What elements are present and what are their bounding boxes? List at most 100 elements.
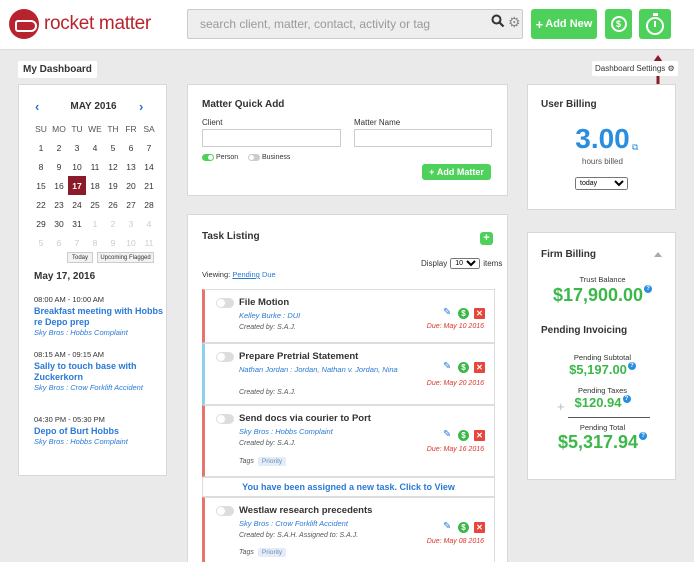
collapse-caret-icon[interactable] xyxy=(654,252,662,257)
calendar-day[interactable]: 6 xyxy=(56,237,62,248)
due-filter-link[interactable]: Due xyxy=(261,270,276,279)
calendar-day[interactable]: 1 xyxy=(38,142,44,153)
task-title[interactable]: Westlaw research precedents xyxy=(239,505,373,516)
calendar-day[interactable]: 9 xyxy=(110,237,116,248)
add-new-button[interactable]: + Add New xyxy=(531,9,597,39)
calendar-day[interactable]: 3 xyxy=(74,142,80,153)
task-item[interactable]: Westlaw research precedents Sky Bros : C… xyxy=(202,497,495,562)
close-icon[interactable]: ✕ xyxy=(474,430,485,441)
pencil-icon[interactable]: ✎ xyxy=(443,429,452,440)
close-icon[interactable]: ✕ xyxy=(474,522,485,533)
task-title[interactable]: Prepare Pretrial Statement xyxy=(239,351,359,362)
task-complete-toggle[interactable] xyxy=(216,506,234,516)
business-toggle[interactable]: Business xyxy=(248,154,290,161)
pending-filter-link[interactable]: Pending xyxy=(232,270,260,279)
calendar-day[interactable]: 13 xyxy=(126,161,136,172)
calendar-day[interactable]: 14 xyxy=(144,161,154,172)
task-complete-toggle[interactable] xyxy=(216,414,234,424)
close-icon[interactable]: ✕ xyxy=(474,362,485,373)
calendar-day[interactable]: 9 xyxy=(56,161,62,172)
event-matter[interactable]: Sky Bros : Hobbs Complaint xyxy=(34,328,128,337)
calendar-event[interactable]: 08:15 AM - 09:15 AM Sally to touch base … xyxy=(34,350,164,393)
task-item[interactable]: File Motion Kelley Burke : DUI Created b… xyxy=(202,289,495,343)
event-name[interactable]: Breakfast meeting with Hobbs re Depo pre… xyxy=(34,306,164,327)
dollar-icon[interactable]: $ xyxy=(458,430,469,441)
new-task-notice[interactable]: You have been assigned a new task. Click… xyxy=(202,477,495,497)
calendar-event[interactable]: 04:30 PM - 05:30 PM Depo of Burt Hobbs S… xyxy=(34,415,164,447)
add-task-button[interactable]: + xyxy=(480,232,493,245)
calendar-day[interactable]: 7 xyxy=(146,142,152,153)
calendar-day[interactable]: 11 xyxy=(90,161,100,172)
billing-button[interactable]: $ xyxy=(605,9,632,39)
calendar-day[interactable]: 15 xyxy=(36,180,46,191)
task-complete-toggle[interactable] xyxy=(216,352,234,362)
chevron-left-icon[interactable]: ‹ xyxy=(35,99,40,114)
display-count-select[interactable]: 10 xyxy=(450,258,481,269)
calendar-day[interactable]: 8 xyxy=(92,237,98,248)
help-icon[interactable]: ? xyxy=(622,395,631,403)
dollar-icon[interactable]: $ xyxy=(458,362,469,373)
calendar-day[interactable]: 8 xyxy=(38,161,44,172)
pencil-icon[interactable]: ✎ xyxy=(443,307,452,318)
task-title[interactable]: Send docs via courier to Port xyxy=(239,413,371,424)
dollar-icon[interactable]: $ xyxy=(458,522,469,533)
add-matter-button[interactable]: + Add Matter xyxy=(422,164,491,180)
event-matter[interactable]: Sky Bros : Hobbs Complaint xyxy=(34,437,128,446)
task-item[interactable]: Send docs via courier to Port Sky Bros :… xyxy=(202,405,495,477)
task-title[interactable]: File Motion xyxy=(239,297,290,308)
tag-chip[interactable]: Priority xyxy=(257,548,287,557)
calendar-day[interactable]: 5 xyxy=(110,142,116,153)
task-matter-link[interactable]: Nathan Jordan : Jordan, Nathan v. Jordan… xyxy=(239,365,398,374)
calendar-day[interactable]: 2 xyxy=(110,218,116,229)
app-logo[interactable]: rocket matter xyxy=(9,9,151,39)
calendar-day[interactable]: 1 xyxy=(92,218,98,229)
calendar-day[interactable]: 2 xyxy=(56,142,62,153)
search-icon[interactable] xyxy=(491,14,505,28)
event-name[interactable]: Sally to touch base with Zuckerkorn xyxy=(34,361,137,382)
external-link-icon[interactable]: ⧉ xyxy=(632,142,639,152)
chevron-right-icon[interactable]: › xyxy=(139,99,144,114)
search-settings-gear-icon[interactable]: ⚙ xyxy=(508,14,521,30)
calendar-day[interactable]: 11 xyxy=(144,237,154,248)
pencil-icon[interactable]: ✎ xyxy=(443,361,452,372)
dollar-icon[interactable]: $ xyxy=(458,308,469,319)
task-matter-link[interactable]: Sky Bros : Hobbs Complaint xyxy=(239,427,333,436)
calendar-day[interactable]: 29 xyxy=(36,218,46,229)
pencil-icon[interactable]: ✎ xyxy=(443,521,452,532)
help-icon[interactable]: ? xyxy=(639,432,648,440)
calendar-day[interactable]: 18 xyxy=(90,180,100,191)
calendar-day[interactable]: 30 xyxy=(54,218,64,229)
task-item[interactable]: Prepare Pretrial Statement Nathan Jordan… xyxy=(202,343,495,405)
close-icon[interactable]: ✕ xyxy=(474,308,485,319)
event-name[interactable]: Depo of Burt Hobbs xyxy=(34,426,119,436)
calendar-day[interactable]: 28 xyxy=(144,199,154,210)
help-icon[interactable]: ? xyxy=(627,362,636,370)
calendar-day[interactable]: 3 xyxy=(128,218,134,229)
tag-chip[interactable]: Priority xyxy=(257,457,287,466)
calendar-day[interactable]: 21 xyxy=(144,180,154,191)
calendar-day[interactable]: 5 xyxy=(38,237,44,248)
event-matter[interactable]: Sky Bros : Crow Forklift Accident xyxy=(34,383,143,392)
calendar-day[interactable]: 16 xyxy=(54,180,64,191)
calendar-day[interactable]: 20 xyxy=(126,180,136,191)
help-icon[interactable]: ? xyxy=(644,285,653,293)
matter-name-field[interactable] xyxy=(354,129,492,147)
today-button[interactable]: Today xyxy=(67,252,93,263)
calendar-day[interactable]: 24 xyxy=(72,199,82,210)
calendar-event[interactable]: 08:00 AM - 10:00 AM Breakfast meeting wi… xyxy=(34,295,164,338)
task-complete-toggle[interactable] xyxy=(216,298,234,308)
dashboard-settings-button[interactable]: Dashboard Settings ⚙ xyxy=(592,61,678,76)
client-field[interactable] xyxy=(202,129,341,147)
task-matter-link[interactable]: Sky Bros : Crow Forklift Accident xyxy=(239,519,348,528)
calendar-day-selected[interactable]: 17 xyxy=(68,176,86,195)
calendar-day[interactable]: 10 xyxy=(126,237,136,248)
timer-button[interactable] xyxy=(639,9,671,39)
task-matter-link[interactable]: Kelley Burke : DUI xyxy=(239,311,301,320)
calendar-day[interactable]: 4 xyxy=(146,218,152,229)
billing-period-select[interactable]: today xyxy=(575,177,628,190)
search-input[interactable] xyxy=(188,10,478,38)
calendar-day[interactable]: 31 xyxy=(72,218,82,229)
calendar-day[interactable]: 22 xyxy=(36,199,46,210)
calendar-day[interactable]: 25 xyxy=(90,199,100,210)
person-toggle[interactable]: Person xyxy=(202,154,238,161)
